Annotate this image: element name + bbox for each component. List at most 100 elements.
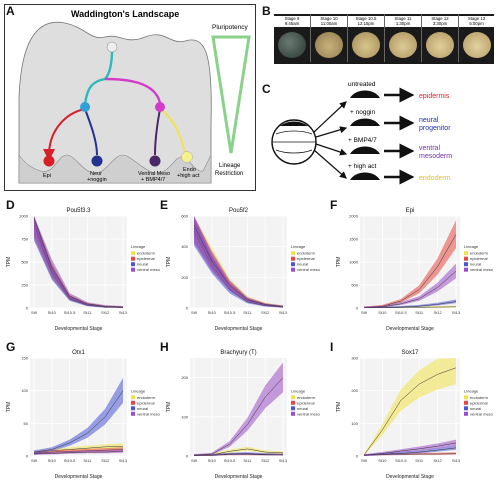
basin-label-meso-2: + BMP4/7: [141, 177, 165, 183]
fate-neural: neural: [419, 117, 439, 124]
series-ribbon-ventral-meso: [194, 362, 283, 456]
legend-item: neural: [297, 262, 308, 267]
y-tick-label: 400: [181, 244, 188, 249]
ball-pluripotent: [106, 41, 118, 53]
legend-item: neural: [137, 262, 148, 267]
embryo-image: [352, 32, 380, 58]
panel-label-g: G: [6, 340, 16, 354]
legend-item: epidermal: [470, 400, 488, 405]
cap-activin: [350, 172, 380, 180]
legend-swatch: [131, 256, 135, 261]
ball-epi: [43, 155, 55, 167]
stage-time: 1:30pm: [395, 21, 411, 26]
legend-swatch: [464, 251, 468, 256]
x-tick-label: St11: [415, 458, 424, 463]
x-tick-label: St13: [452, 310, 461, 315]
legend-swatch: [291, 251, 295, 256]
legend-title: Lineage: [464, 244, 479, 249]
legend-swatch: [464, 262, 468, 267]
ball-endo: [181, 151, 193, 163]
x-tick-label: St13: [279, 458, 288, 463]
y-tick-label: 1500: [349, 237, 359, 242]
embryo-image: [315, 32, 343, 58]
legend-item: neural: [297, 406, 308, 411]
lineage-label-2: Restriction: [215, 171, 243, 177]
x-tick-label: St10.5: [224, 458, 236, 463]
fate-neural-2: progenitor: [419, 125, 451, 132]
fate-epidermis: epidermis: [419, 93, 450, 100]
landscape-surface: [18, 21, 212, 184]
trajectory-meso: [154, 108, 161, 156]
plot-background: [190, 358, 287, 456]
legend-title: Lineage: [131, 244, 146, 249]
x-tick-label: St11: [415, 310, 424, 315]
x-tick-label: St10: [378, 310, 387, 315]
panel-a-title: Waddington's Landscape: [71, 9, 179, 19]
y-tick-label: 0: [26, 306, 29, 311]
y-tick-label: 600: [181, 214, 188, 219]
chart-e: 0 200 400 600 St9 St10 St10.5 St11 St12 St13 Pou5f…: [166, 208, 321, 332]
x-axis-label: Developmental Stage: [55, 326, 103, 332]
series-ribbon-epidermal: [364, 220, 456, 308]
panel-label-d: D: [6, 198, 15, 212]
basin-label-epi: Epi: [43, 173, 51, 179]
stage-card-10-5: Stage 10.5 12:15pm: [348, 14, 385, 62]
legend-swatch: [464, 256, 468, 261]
lineage-label-1: Lineage: [219, 163, 241, 169]
y-tick-label: 500: [21, 260, 28, 265]
x-axis-label: Developmental Stage: [386, 474, 434, 480]
panel-label-b: B: [262, 4, 271, 18]
legend-swatch: [131, 267, 135, 272]
series-line-ventral-meso: [193, 225, 284, 307]
embryo-image: [463, 32, 491, 58]
y-tick-label: 100: [21, 388, 28, 393]
basin-label-meso: Ventral Meso: [138, 171, 170, 177]
trajectory-epi: [43, 108, 86, 161]
series-ribbon-endoderm: [194, 446, 283, 456]
y-tick-label: 0: [356, 306, 359, 311]
x-axis-label: Developmental Stage: [215, 326, 263, 332]
fate-ventral-2: mesoderm: [419, 153, 452, 160]
legend-item: endoderm: [470, 251, 489, 256]
legend-item: epidermal: [470, 256, 488, 261]
y-axis-label: TPM: [336, 257, 342, 268]
legend-swatch: [464, 267, 468, 272]
x-tick-label: St10: [48, 458, 57, 463]
legend-swatch: [131, 251, 135, 256]
y-tick-label: 0: [186, 306, 189, 311]
series-ribbon-ventral-meso: [34, 216, 123, 308]
waddington-landscape: Waddington's Landscape Pluripotency Line…: [18, 9, 251, 184]
legend-swatch: [131, 400, 135, 405]
legend-title: Lineage: [291, 244, 306, 249]
y-tick-label: 0: [186, 454, 189, 459]
x-tick-label: St12: [261, 458, 270, 463]
ball-meso: [149, 155, 161, 167]
panel-c: untreated + noggin + BMP4/7 + high act e…: [262, 80, 498, 192]
stage-card-12: Stage 12 3:30pm: [422, 14, 459, 62]
x-tick-label: St13: [452, 458, 461, 463]
chart-title: Brachyury (T): [220, 350, 256, 356]
x-tick-label: St10: [208, 458, 217, 463]
treatment-bmp: + BMP4/7: [348, 137, 377, 144]
stage-time: 5:00pm: [469, 21, 484, 26]
chart-d: 0 250 500 750 1000 St9 St10 St10.5 St11 St12 St13 P…: [6, 208, 161, 332]
treatment-untreated: untreated: [348, 81, 376, 88]
cap-noggin: [350, 118, 380, 126]
series-line-ventral-meso: [363, 442, 457, 456]
legend-swatch: [131, 262, 135, 267]
stage-name: Stage 11: [394, 16, 412, 21]
x-tick-label: St11: [243, 310, 252, 315]
x-axis-label: Developmental Stage: [55, 474, 103, 480]
chart-title: Otx1: [72, 350, 85, 356]
series-ribbon-ventral-meso: [364, 439, 456, 456]
panel-b-strip: Stage 9 9:45am Stage 10 11:00am Stage 10.5…: [274, 14, 494, 64]
panel-label-c: C: [262, 82, 271, 96]
legend-item: neural: [470, 406, 481, 411]
x-tick-label: St12: [433, 310, 442, 315]
fate-ventral: ventral: [419, 145, 440, 152]
chart-title: Sox17: [401, 350, 419, 356]
series-ribbon-ventral-meso: [194, 216, 283, 308]
panel-label-h: H: [160, 340, 169, 354]
basin-label-neur-2: +noggin: [87, 177, 107, 183]
legend-title: Lineage: [464, 388, 479, 393]
